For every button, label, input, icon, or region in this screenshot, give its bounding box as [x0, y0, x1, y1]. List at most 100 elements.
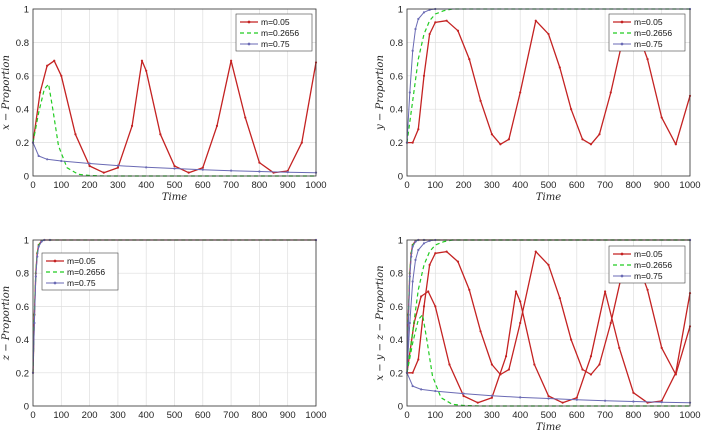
data-point	[504, 355, 508, 358]
data-point	[411, 384, 414, 388]
data-point	[547, 397, 550, 400]
x-tick-label: 200	[82, 180, 98, 191]
data-point	[428, 263, 431, 266]
data-point	[37, 154, 40, 158]
legend-label: m=0.2656	[634, 28, 672, 38]
y-tick-label: 1	[24, 236, 29, 247]
legend-label: m=0.75	[634, 39, 663, 49]
x-axis-label: Time	[536, 422, 561, 433]
data-point	[618, 346, 621, 349]
data-point	[456, 29, 460, 32]
y-tick-label: 0.4	[16, 335, 29, 346]
data-point	[581, 368, 584, 371]
x-tick-label: 600	[569, 410, 585, 421]
legend-label: m=0.05	[634, 249, 663, 259]
y-tick-label: 1	[24, 5, 29, 16]
data-point	[420, 388, 423, 391]
legend-marker	[620, 42, 624, 46]
data-point	[422, 74, 426, 77]
y-tick-label: 0	[24, 172, 29, 183]
data-point	[145, 69, 148, 72]
data-point	[490, 363, 493, 366]
legend-marker	[620, 252, 624, 256]
data-point	[468, 58, 471, 61]
data-point	[230, 59, 233, 62]
legend-label: m=0.05	[261, 17, 290, 27]
x-tick-label: 700	[597, 410, 613, 421]
y-tick-label: 0.8	[390, 269, 403, 280]
data-point	[547, 32, 550, 36]
data-point	[476, 401, 479, 404]
data-point	[462, 392, 465, 395]
axes-frame	[406, 239, 691, 407]
legend-label: m=0.05	[67, 256, 96, 266]
x-tick-label: 300	[484, 410, 500, 421]
data-point	[558, 297, 561, 300]
x-tick-label: 800	[251, 180, 267, 191]
data-point	[558, 66, 561, 69]
x-tick-label: 400	[138, 410, 154, 421]
axes-frame	[32, 239, 317, 407]
data-point	[286, 171, 289, 174]
panel-xyz: 0 100 200 300 400 500 600 700 800 900 1000 0 0.2 0.4 0…	[375, 236, 701, 434]
data-point	[258, 161, 261, 164]
legend-label: m=0.75	[67, 278, 96, 288]
legend-label: m=0.05	[634, 17, 663, 27]
x-tick-label: 500	[167, 410, 183, 421]
y-tick-label: 0.8	[16, 269, 29, 280]
data-point	[534, 19, 537, 22]
data-point	[445, 250, 448, 253]
data-point	[422, 305, 426, 308]
x-tick-label: 1000	[305, 410, 326, 421]
data-point	[570, 338, 573, 341]
data-point	[609, 91, 612, 94]
data-point	[646, 58, 649, 61]
data-point	[407, 321, 410, 325]
x-tick-label: 900	[280, 410, 296, 421]
data-point	[414, 240, 417, 243]
legend-label: m=0.75	[261, 39, 290, 49]
data-point	[490, 396, 493, 399]
y-tick-label: 1	[398, 5, 403, 16]
data-point	[411, 245, 414, 248]
series-line-m-0.2656	[32, 83, 316, 177]
data-point	[547, 263, 550, 266]
x-tick-label: 0	[404, 180, 409, 191]
y-tick-label: 0.2	[16, 138, 29, 149]
data-point	[448, 363, 451, 366]
x-tick-label: 900	[280, 180, 296, 191]
data-point	[479, 99, 482, 102]
x-tick-label: 500	[541, 180, 557, 191]
data-point	[427, 290, 430, 293]
data-point	[46, 64, 49, 67]
data-point	[34, 275, 37, 278]
data-point	[417, 248, 420, 252]
series-line-m-0.05	[32, 60, 317, 174]
x-tick-label: 200	[456, 180, 472, 191]
y-axis-label: x − y − z − Proportion	[375, 265, 386, 380]
x-tick-label: 200	[456, 410, 472, 421]
x-tick-label: 0	[30, 180, 35, 191]
data-point	[411, 280, 414, 283]
legend-label: m=0.75	[634, 271, 663, 281]
y-tick-label: 0.6	[390, 302, 403, 313]
data-point	[244, 116, 247, 119]
panel-y: 0 100 200 300 400 500 600 700 800 900 1000 0 0.2 0.4 0…	[375, 5, 701, 204]
legend-label: m=0.2656	[261, 28, 299, 38]
data-point	[519, 91, 522, 94]
data-point	[33, 321, 36, 325]
y-tick-label: 0	[398, 402, 403, 413]
y-tick-label: 0	[398, 172, 403, 183]
data-point	[533, 363, 536, 366]
data-point	[575, 396, 578, 399]
data-point	[519, 300, 522, 303]
data-point	[230, 169, 233, 172]
x-tick-label: 400	[138, 180, 154, 191]
y-axis-label: x − Proportion	[1, 55, 12, 130]
x-tick-label: 1000	[679, 180, 700, 191]
data-point	[581, 138, 584, 141]
data-point	[434, 252, 437, 255]
